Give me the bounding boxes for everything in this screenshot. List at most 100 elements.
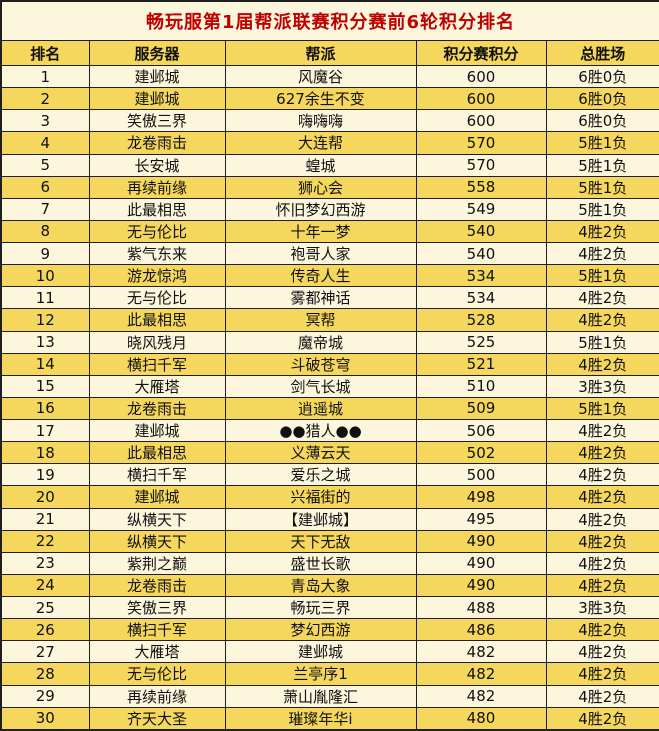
cell-faction: 怀旧梦幻西游 xyxy=(224,197,417,221)
cell-server: 此最相思 xyxy=(88,308,226,332)
cell-points: 540 xyxy=(415,219,547,244)
table-row: 22 纵横天下 天下无敌 490 4胜2负 xyxy=(0,529,659,553)
cell-faction: 袍哥人家 xyxy=(224,241,417,266)
table-row: 7 此最相思 怀旧梦幻西游 549 5胜1负 xyxy=(0,197,659,221)
cell-points: 570 xyxy=(415,131,547,155)
cell-record: 4胜2负 xyxy=(545,441,659,465)
cell-rank: 29 xyxy=(0,684,90,708)
table-row: 11 无与伦比 雾都神话 534 4胜2负 xyxy=(0,286,659,310)
cell-faction: 兰亭序1 xyxy=(224,662,417,686)
cell-faction: 嗨嗨嗨 xyxy=(224,109,417,133)
cell-points: 480 xyxy=(415,706,547,731)
table-row: 3 笑傲三界 嗨嗨嗨 600 6胜0负 xyxy=(0,109,659,133)
cell-points: 510 xyxy=(415,374,547,398)
cell-server: 纵横天下 xyxy=(88,529,226,553)
cell-points: 482 xyxy=(415,684,547,708)
cell-rank: 7 xyxy=(0,197,90,221)
cell-points: 509 xyxy=(415,396,547,421)
cell-faction: 斗破苍穹 xyxy=(224,352,417,376)
table-row: 15 大雁塔 剑气长城 510 3胜3负 xyxy=(0,374,659,398)
cell-points: 486 xyxy=(415,618,547,642)
cell-faction: ●●猎人●● xyxy=(224,418,417,443)
table-row: 5 长安城 蝗城 570 5胜1负 xyxy=(0,153,659,177)
cell-server: 横扫千军 xyxy=(88,618,226,642)
cell-points: 528 xyxy=(415,308,547,332)
cell-faction: 雾都神话 xyxy=(224,286,417,310)
cell-points: 534 xyxy=(415,286,547,310)
table-row: 21 纵横天下 【建邺城】 495 4胜2负 xyxy=(0,507,659,531)
table-row: 4 龙卷雨击 大连帮 570 5胜1负 xyxy=(0,131,659,155)
cell-server: 紫气东来 xyxy=(88,241,226,266)
cell-record: 3胜3负 xyxy=(545,374,659,398)
cell-record: 5胜1负 xyxy=(545,153,659,177)
cell-rank: 4 xyxy=(0,131,90,155)
table-row: 25 笑傲三界 畅玩三界 488 3胜3负 xyxy=(0,595,659,620)
cell-server: 建邺城 xyxy=(88,485,226,509)
cell-rank: 5 xyxy=(0,153,90,177)
cell-record: 6胜0负 xyxy=(545,109,659,133)
cell-server: 横扫千军 xyxy=(88,463,226,487)
cell-record: 6胜0负 xyxy=(545,64,659,89)
cell-server: 建邺城 xyxy=(88,418,226,443)
column-header-points: 积分赛积分 xyxy=(415,40,547,66)
cell-faction: 爱乐之城 xyxy=(224,463,417,487)
cell-server: 大雁塔 xyxy=(88,374,226,398)
cell-faction: 建邺城 xyxy=(224,640,417,664)
cell-points: 521 xyxy=(415,352,547,376)
cell-server: 再续前缘 xyxy=(88,175,226,199)
title-row: 畅玩服第1届帮派联赛积分赛前6轮积分排名 xyxy=(0,0,659,41)
cell-rank: 22 xyxy=(0,529,90,553)
cell-faction: 传奇人生 xyxy=(224,264,417,288)
cell-points: 570 xyxy=(415,153,547,177)
cell-server: 建邺城 xyxy=(88,64,226,89)
table-row: 18 此最相思 义薄云天 502 4胜2负 xyxy=(0,441,659,465)
cell-server: 再续前缘 xyxy=(88,684,226,708)
cell-faction: 大连帮 xyxy=(224,131,417,155)
page-title: 畅玩服第1届帮派联赛积分赛前6轮积分排名 xyxy=(0,0,659,41)
table-row: 29 再续前缘 萧山胤隆汇 482 4胜2负 xyxy=(0,684,659,708)
cell-points: 600 xyxy=(415,64,547,89)
table-row: 16 龙卷雨击 逍遥城 509 5胜1负 xyxy=(0,396,659,421)
cell-record: 4胜2负 xyxy=(545,507,659,531)
column-header-faction: 帮派 xyxy=(224,40,417,66)
cell-faction: 逍遥城 xyxy=(224,396,417,421)
cell-server: 建邺城 xyxy=(88,87,226,111)
cell-server: 横扫千军 xyxy=(88,352,226,376)
table-row: 23 紫荆之巅 盛世长歌 490 4胜2负 xyxy=(0,551,659,575)
cell-rank: 15 xyxy=(0,374,90,398)
cell-record: 5胜1负 xyxy=(545,330,659,354)
table-row: 20 建邺城 兴福街的 498 4胜2负 xyxy=(0,485,659,509)
cell-faction: 【建邺城】 xyxy=(224,507,417,531)
cell-rank: 26 xyxy=(0,618,90,642)
cell-server: 紫荆之巅 xyxy=(88,551,226,575)
cell-server: 笑傲三界 xyxy=(88,109,226,133)
header-row: 排名 服务器 帮派 积分赛积分 总胜场 xyxy=(0,40,659,66)
cell-rank: 14 xyxy=(0,352,90,376)
cell-faction: 天下无敌 xyxy=(224,529,417,553)
cell-faction: 狮心会 xyxy=(224,175,417,199)
column-header-server: 服务器 xyxy=(88,40,226,66)
table-row: 27 大雁塔 建邺城 482 4胜2负 xyxy=(0,640,659,664)
cell-faction: 627余生不变 xyxy=(224,87,417,111)
cell-faction: 风魔谷 xyxy=(224,64,417,89)
cell-points: 549 xyxy=(415,197,547,221)
table-row: 12 此最相思 冥帮 528 4胜2负 xyxy=(0,308,659,332)
cell-record: 6胜0负 xyxy=(545,87,659,111)
cell-record: 4胜2负 xyxy=(545,463,659,487)
cell-rank: 10 xyxy=(0,264,90,288)
cell-record: 4胜2负 xyxy=(545,684,659,708)
cell-rank: 6 xyxy=(0,175,90,199)
table-row: 24 龙卷雨击 青岛大象 490 4胜2负 xyxy=(0,573,659,598)
cell-record: 4胜2负 xyxy=(545,485,659,509)
cell-rank: 2 xyxy=(0,87,90,111)
cell-points: 558 xyxy=(415,175,547,199)
cell-rank: 19 xyxy=(0,463,90,487)
cell-server: 龙卷雨击 xyxy=(88,396,226,421)
cell-points: 490 xyxy=(415,551,547,575)
cell-record: 5胜1负 xyxy=(545,264,659,288)
cell-record: 4胜2负 xyxy=(545,640,659,664)
cell-record: 4胜2负 xyxy=(545,706,659,731)
cell-rank: 30 xyxy=(0,706,90,731)
column-header-record: 总胜场 xyxy=(545,40,659,66)
table-body: 1 建邺城 风魔谷 600 6胜0负 2 建邺城 627余生不变 600 6胜0负 3 笑傲三界 嗨嗨嗨… xyxy=(0,64,659,731)
